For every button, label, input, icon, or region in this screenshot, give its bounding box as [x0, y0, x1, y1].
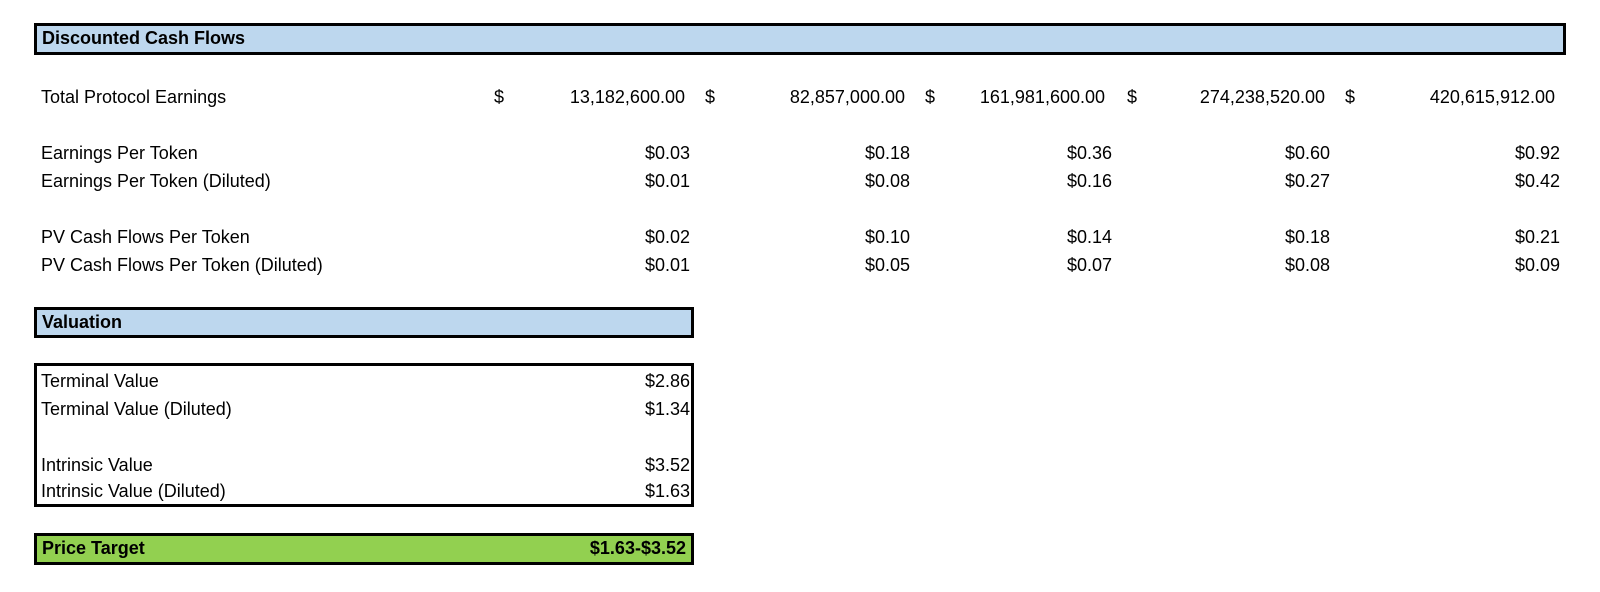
pv-label: PV Cash Flows Per Token [41, 227, 250, 247]
currency-symbol: $ [494, 87, 505, 107]
intrinsic-diluted-label: Intrinsic Value (Diluted) [41, 481, 226, 501]
price-target-value: $1.63-$3.52 [589, 538, 686, 558]
eps-diluted-label: Earnings Per Token (Diluted) [41, 171, 271, 191]
earnings-label: Total Protocol Earnings [41, 87, 227, 107]
pv-diluted-cell: $0.07 [1066, 255, 1112, 275]
valuation-box [34, 363, 694, 507]
pv-cell: $0.02 [644, 227, 690, 247]
currency-symbol: $ [1345, 87, 1356, 107]
currency-symbol: $ [1127, 87, 1138, 107]
terminal-diluted-value: $1.34 [644, 399, 690, 419]
intrinsic-value: $3.52 [644, 455, 690, 475]
pv-diluted-label: PV Cash Flows Per Token (Diluted) [41, 255, 323, 275]
earnings-cell: 161,981,600.00 [979, 87, 1105, 107]
terminal-value-label: Terminal Value [41, 371, 159, 391]
earnings-cell: 82,857,000.00 [789, 87, 905, 107]
dcf-header-label: Discounted Cash Flows [42, 28, 246, 48]
pv-cell: $0.21 [1514, 227, 1560, 247]
intrinsic-value-label: Intrinsic Value [41, 455, 153, 475]
price-target-label: Price Target [42, 538, 145, 558]
pv-cell: $0.10 [864, 227, 910, 247]
dcf-section-header: Discounted Cash Flows [34, 23, 1566, 55]
eps-diluted-cell: $0.42 [1514, 171, 1560, 191]
eps-diluted-cell: $0.27 [1284, 171, 1330, 191]
currency-symbol: $ [705, 87, 716, 107]
pv-diluted-cell: $0.01 [644, 255, 690, 275]
eps-diluted-cell: $0.08 [864, 171, 910, 191]
valuation-section-header: Valuation [34, 307, 694, 338]
pv-diluted-cell: $0.05 [864, 255, 910, 275]
eps-diluted-cell: $0.16 [1066, 171, 1112, 191]
terminal-diluted-label: Terminal Value (Diluted) [41, 399, 232, 419]
pv-diluted-cell: $0.09 [1514, 255, 1560, 275]
intrinsic-diluted-value: $1.63 [644, 481, 690, 501]
valuation-header-label: Valuation [42, 312, 123, 332]
earnings-cell: 13,182,600.00 [569, 87, 685, 107]
earnings-cell: 274,238,520.00 [1199, 87, 1325, 107]
eps-cell: $0.18 [864, 143, 910, 163]
price-target-row: Price Target $1.63-$3.52 [34, 533, 694, 565]
eps-cell: $0.36 [1066, 143, 1112, 163]
eps-cell: $0.92 [1514, 143, 1560, 163]
eps-diluted-cell: $0.01 [644, 171, 690, 191]
pv-diluted-cell: $0.08 [1284, 255, 1330, 275]
terminal-value: $2.86 [644, 371, 690, 391]
eps-cell: $0.60 [1284, 143, 1330, 163]
pv-cell: $0.14 [1066, 227, 1112, 247]
earnings-cell: 420,615,912.00 [1429, 87, 1555, 107]
eps-label: Earnings Per Token [41, 143, 198, 163]
pv-cell: $0.18 [1284, 227, 1330, 247]
currency-symbol: $ [925, 87, 936, 107]
eps-cell: $0.03 [644, 143, 690, 163]
